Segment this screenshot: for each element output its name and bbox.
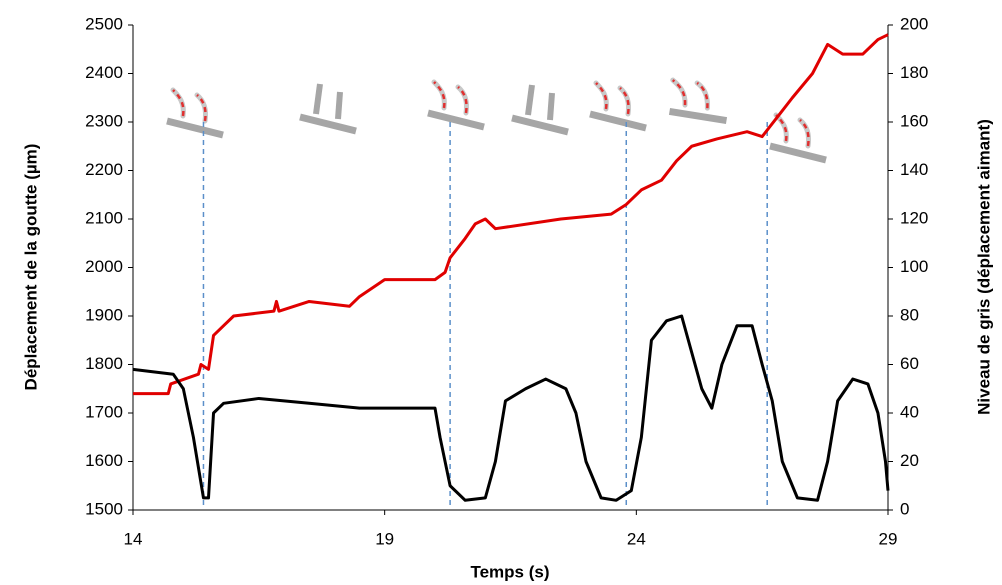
y2-tick-label: 20 [900,451,919,470]
cilia-icon [770,115,826,160]
x-tick-label: 19 [375,529,394,548]
y2-tick-label: 0 [900,499,909,518]
y-tick-label: 2100 [85,208,123,227]
y2-tick-label: 120 [900,208,928,227]
y-tick-label: 1600 [85,451,123,470]
cilia-icon [590,83,646,128]
y2-tick-label: 100 [900,257,928,276]
x-axis-title: Temps (s) [470,562,549,581]
y-tick-label: 1500 [85,499,123,518]
cilia-icon [667,76,727,126]
y-tick-label: 2500 [85,14,123,33]
x-tick-label: 24 [627,529,646,548]
y-tick-label: 2400 [85,63,123,82]
cilia-icon [300,84,356,131]
data-line [133,33,889,396]
icons [167,76,826,160]
y2-tick-label: 80 [900,305,919,324]
y2-tick-label: 140 [900,160,928,179]
y2-tick-label: 180 [900,63,928,82]
y2-tick-label: 40 [900,402,919,421]
y-tick-label: 1800 [85,354,123,373]
cilia-icon [512,85,568,132]
y-tick-label: 2300 [85,111,123,130]
y2-tick-label: 160 [900,111,928,130]
y-axis-title: Déplacement de la goutte (µm) [21,144,40,391]
y-tick-label: 1700 [85,402,123,421]
y2-tick-label: 60 [900,354,919,373]
x-tick-label: 29 [879,529,898,548]
y-tick-label: 1900 [85,305,123,324]
y2-tick-label: 200 [900,14,928,33]
y2-axis-title: Niveau de gris (déplacement aimant) [974,119,993,415]
y-tick-label: 2200 [85,160,123,179]
cilia-icon [428,82,484,127]
x-tick-label: 14 [124,529,143,548]
cilia-icon [167,90,223,135]
data-line [132,314,890,502]
y-tick-label: 2000 [85,257,123,276]
